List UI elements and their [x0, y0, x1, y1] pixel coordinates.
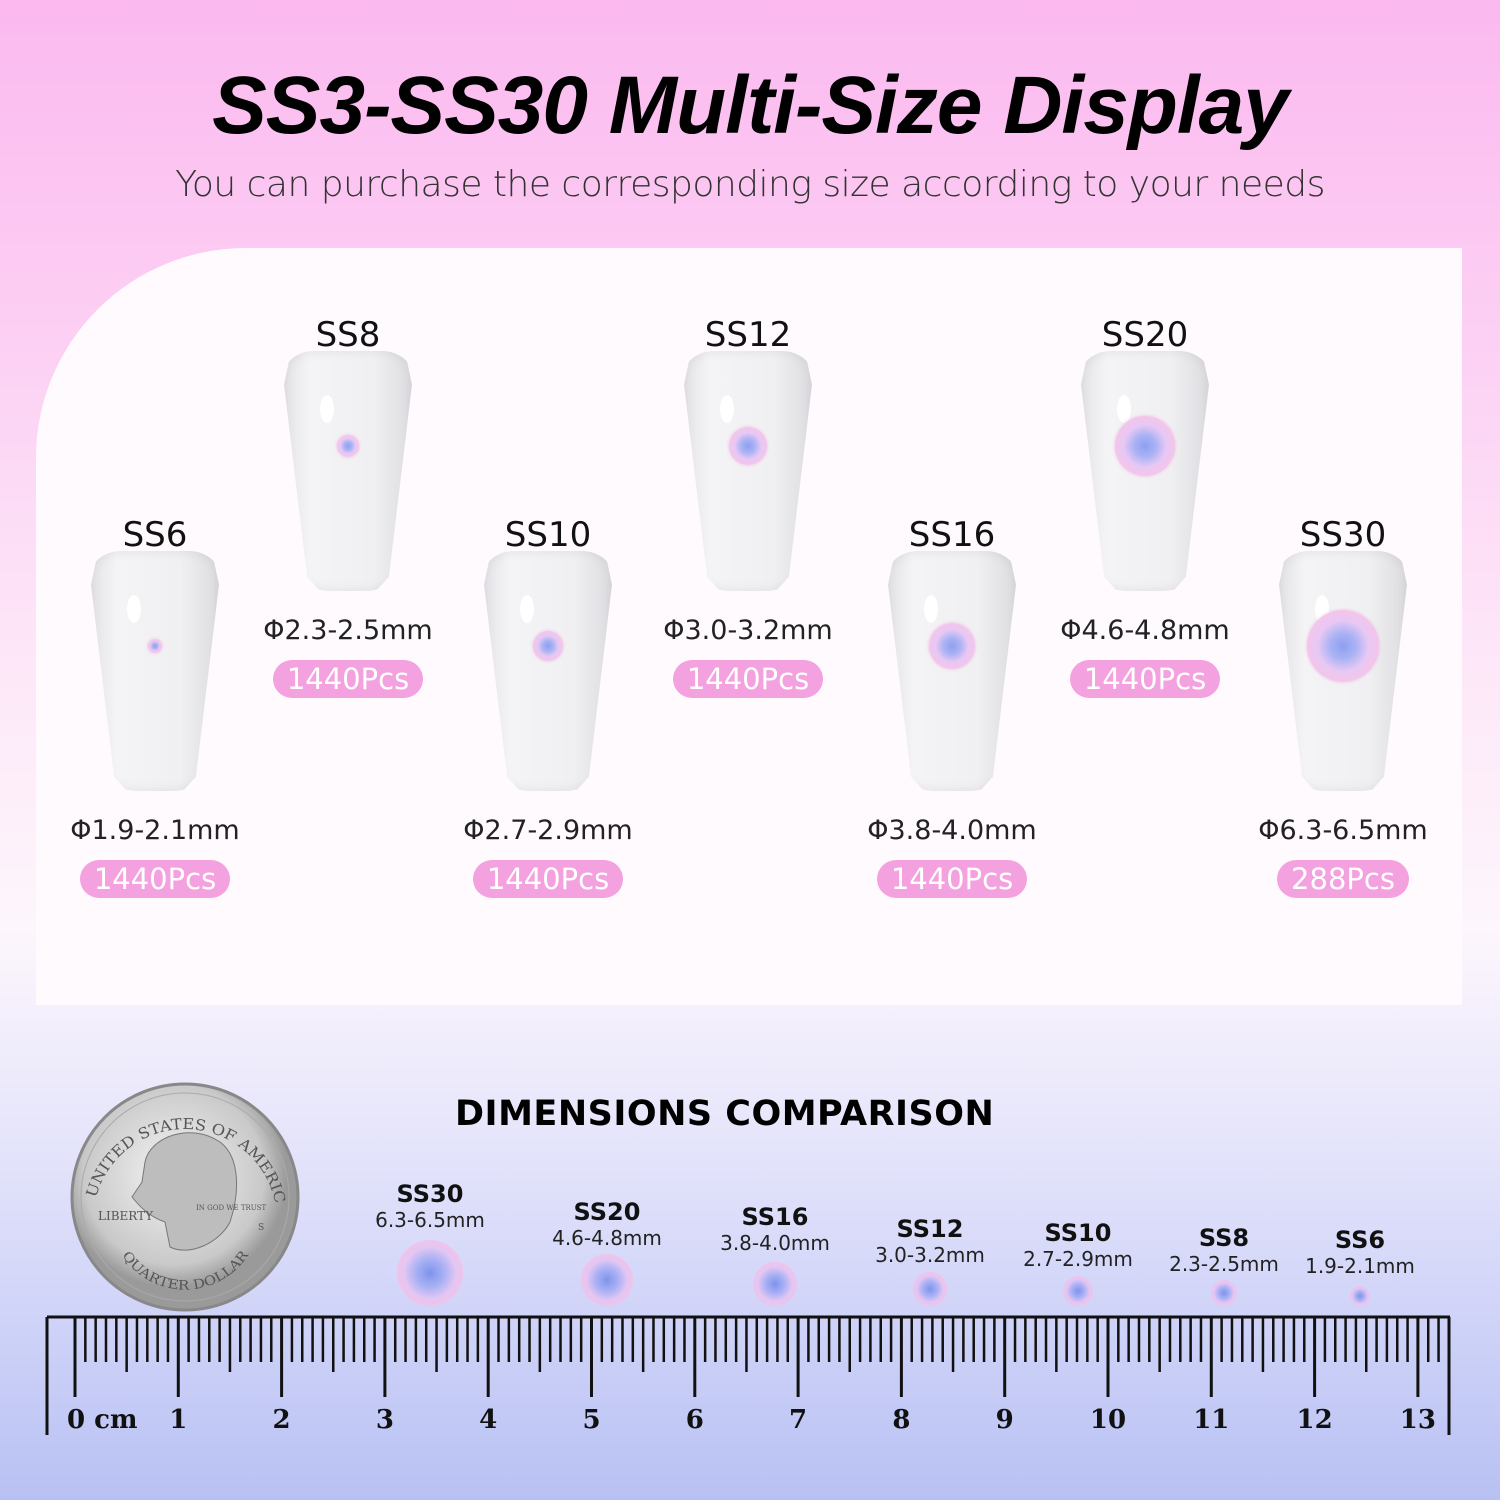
- rhinestone-icon: [913, 1272, 947, 1306]
- size-label: SS8: [315, 315, 381, 355]
- rhinestone-icon: [337, 435, 359, 457]
- size-item-ss10: SS10 Φ2.7-2.9mm 1440Pcs: [448, 515, 648, 898]
- ruler-label: 5: [582, 1405, 600, 1435]
- size-label: SS12: [704, 315, 792, 355]
- comparison-item-ss6: SS6 1.9-2.1mm: [1280, 1226, 1440, 1278]
- rhinestone-icon: [753, 1262, 797, 1306]
- ruler-label: 6: [686, 1405, 704, 1435]
- coin-portrait: [131, 1132, 238, 1251]
- nail-tip-image: [1081, 351, 1209, 591]
- size-item-ss30: SS30 Φ6.3-6.5mm 288Pcs: [1243, 515, 1443, 898]
- count-badge: 1440Pcs: [1069, 660, 1221, 698]
- rhinestone-icon: [581, 1254, 633, 1306]
- nail-shine: [924, 595, 938, 623]
- size-label: SS30: [1299, 515, 1387, 555]
- rhinestone-icon: [1307, 610, 1379, 682]
- size-label: SS20: [1101, 315, 1189, 355]
- nail-tip-image: [684, 351, 812, 591]
- page-subtitle: You can purchase the corresponding size …: [175, 164, 1325, 205]
- nail-tip-image: [888, 551, 1016, 791]
- nail-shine: [520, 595, 534, 623]
- size-item-ss8: SS8 Φ2.3-2.5mm 1440Pcs: [248, 315, 448, 698]
- comparison-mm: 3.0-3.2mm: [875, 1243, 985, 1267]
- nail-tip-image: [284, 351, 412, 591]
- comparison-item-ss10: SS10 2.7-2.9mm: [998, 1219, 1158, 1271]
- comparison-mm: 2.3-2.5mm: [1169, 1252, 1279, 1276]
- diameter-label: Φ3.0-3.2mm: [663, 615, 833, 646]
- comparison-item-ss30: SS30 6.3-6.5mm: [350, 1180, 510, 1232]
- rhinestone-icon: [1063, 1276, 1093, 1306]
- ruler-label: 9: [996, 1405, 1014, 1435]
- ruler-label: 1: [169, 1405, 187, 1435]
- rhinestone-icon: [729, 427, 767, 465]
- size-item-ss6: SS6 Φ1.9-2.1mm 1440Pcs: [55, 515, 255, 898]
- nail-shine: [1117, 395, 1131, 423]
- comparison-size: SS10: [1044, 1219, 1112, 1247]
- comparison-size: SS16: [741, 1203, 809, 1231]
- comparison-size: SS8: [1198, 1224, 1250, 1252]
- comparison-size: SS20: [573, 1198, 641, 1226]
- nail-tip-image: [91, 551, 219, 791]
- rhinestone-icon: [533, 631, 563, 661]
- diameter-label: Φ2.7-2.9mm: [463, 815, 633, 846]
- ruler: 0 cm 1 2 3 4 5 6 7 8 9 10 11 12 13: [45, 1315, 1451, 1435]
- ruler-label: 0 cm: [67, 1405, 137, 1435]
- comparison-size: SS6: [1334, 1226, 1386, 1254]
- comparison-mm: 2.7-2.9mm: [1023, 1247, 1133, 1271]
- diameter-label: Φ2.3-2.5mm: [263, 615, 433, 646]
- count-badge: 1440Pcs: [672, 660, 824, 698]
- rhinestone-icon: [1211, 1280, 1237, 1306]
- rhinestone-icon: [929, 623, 975, 669]
- count-badge: 1440Pcs: [79, 860, 231, 898]
- rhinestone-icon: [397, 1240, 463, 1306]
- comparison-item-ss8: SS8 2.3-2.5mm: [1144, 1224, 1304, 1276]
- comparison-size: SS30: [396, 1180, 464, 1208]
- rhinestone-icon: [1350, 1286, 1370, 1306]
- ruler-label: 2: [273, 1405, 291, 1435]
- ruler-label: 3: [376, 1405, 394, 1435]
- count-badge: 1440Pcs: [876, 860, 1028, 898]
- size-label: SS10: [504, 515, 592, 555]
- nail-shine: [320, 395, 334, 423]
- count-badge: 1440Pcs: [472, 860, 624, 898]
- count-badge: 288Pcs: [1277, 860, 1409, 898]
- size-label: SS16: [908, 515, 996, 555]
- diameter-label: Φ4.6-4.8mm: [1060, 615, 1230, 646]
- ruler-label: 7: [789, 1405, 807, 1435]
- ruler-label: 13: [1400, 1405, 1436, 1435]
- rhinestone-icon: [148, 639, 162, 653]
- nail-tip-image: [484, 551, 612, 791]
- diameter-label: Φ1.9-2.1mm: [70, 815, 240, 846]
- diameter-label: Φ3.8-4.0mm: [867, 815, 1037, 846]
- size-item-ss12: SS12 Φ3.0-3.2mm 1440Pcs: [648, 315, 848, 698]
- quarter-coin-image: UNITED STATES OF AMERICA QUARTER DOLLAR …: [70, 1082, 300, 1312]
- ruler-label: 10: [1090, 1405, 1126, 1435]
- size-item-ss20: SS20 Φ4.6-4.8mm 1440Pcs: [1045, 315, 1245, 698]
- rhinestone-icon: [1115, 416, 1175, 476]
- comparison-item-ss16: SS16 3.8-4.0mm: [695, 1203, 855, 1255]
- comparison-mm: 3.8-4.0mm: [720, 1231, 830, 1255]
- comparison-mm: 1.9-2.1mm: [1305, 1254, 1415, 1278]
- comparison-mm: 4.6-4.8mm: [552, 1226, 662, 1250]
- size-label: SS6: [122, 515, 188, 555]
- nail-shine: [720, 395, 734, 423]
- ruler-label: 12: [1297, 1405, 1333, 1435]
- ruler-label: 4: [479, 1405, 497, 1435]
- comparison-item-ss12: SS12 3.0-3.2mm: [850, 1215, 1010, 1267]
- ruler-label: 11: [1193, 1405, 1229, 1435]
- page-title: SS3-SS30 Multi-Size Display: [212, 60, 1289, 151]
- coin-liberty-text: LIBERTY: [98, 1209, 154, 1223]
- size-item-ss16: SS16 Φ3.8-4.0mm 1440Pcs: [852, 515, 1052, 898]
- count-badge: 1440Pcs: [272, 660, 424, 698]
- coin-mint-mark: S: [258, 1223, 264, 1233]
- comparison-title: DIMENSIONS COMPARISON: [455, 1094, 995, 1134]
- comparison-mm: 6.3-6.5mm: [375, 1208, 485, 1232]
- comparison-size: SS12: [896, 1215, 964, 1243]
- diameter-label: Φ6.3-6.5mm: [1258, 815, 1428, 846]
- nail-tip-image: [1279, 551, 1407, 791]
- ruler-label: 8: [892, 1405, 910, 1435]
- comparison-item-ss20: SS20 4.6-4.8mm: [527, 1198, 687, 1250]
- nail-shine: [127, 595, 141, 623]
- coin-motto-text: IN GOD WE TRUST: [196, 1204, 266, 1212]
